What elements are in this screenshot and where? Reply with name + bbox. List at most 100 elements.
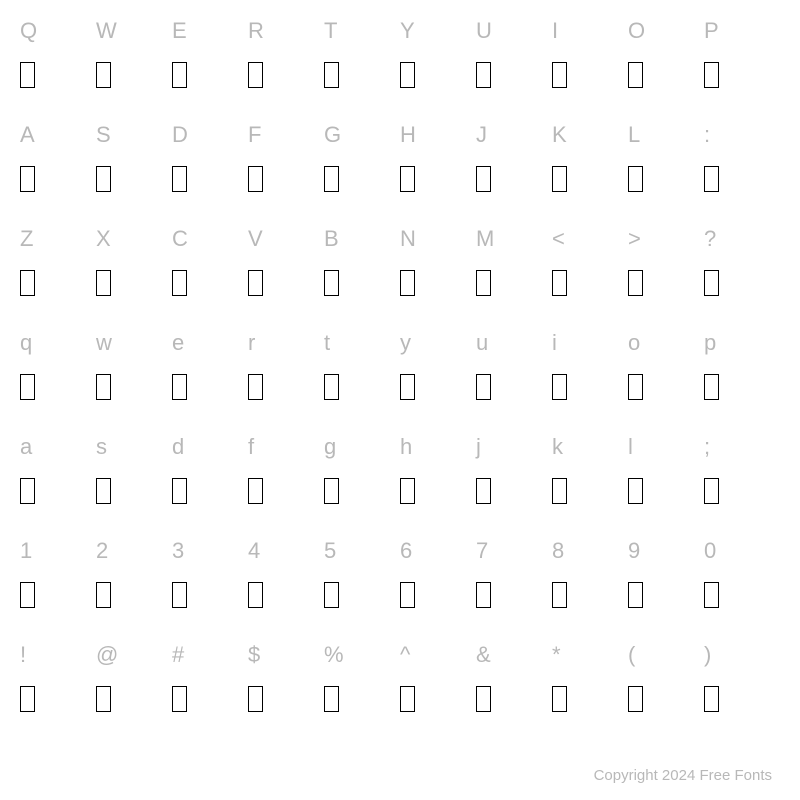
char-cell: r: [248, 330, 324, 424]
glyph-box: [248, 686, 263, 712]
char-cell: U: [476, 18, 552, 112]
glyph-box: [172, 686, 187, 712]
char-label: H: [400, 122, 416, 150]
char-label: e: [172, 330, 184, 358]
glyph-box: [400, 166, 415, 192]
char-label: R: [248, 18, 264, 46]
glyph-box: [476, 374, 491, 400]
glyph-box: [400, 582, 415, 608]
char-cell: i: [552, 330, 628, 424]
glyph-box: [324, 582, 339, 608]
char-cell: H: [400, 122, 476, 216]
char-cell: J: [476, 122, 552, 216]
glyph-box: [20, 686, 35, 712]
glyph-box: [628, 582, 643, 608]
char-label: N: [400, 226, 416, 254]
char-label: T: [324, 18, 337, 46]
glyph-box: [400, 374, 415, 400]
char-label: <: [552, 226, 565, 254]
char-cell: #: [172, 642, 248, 736]
char-label: C: [172, 226, 188, 254]
char-label: X: [96, 226, 111, 254]
char-cell: h: [400, 434, 476, 528]
char-label: f: [248, 434, 254, 462]
char-cell: ^: [400, 642, 476, 736]
char-cell: 3: [172, 538, 248, 632]
char-label: p: [704, 330, 716, 358]
char-cell: P: [704, 18, 780, 112]
glyph-box: [96, 270, 111, 296]
glyph-box: [552, 478, 567, 504]
char-label: 8: [552, 538, 564, 566]
glyph-box: [248, 270, 263, 296]
char-label: ?: [704, 226, 716, 254]
char-cell: G: [324, 122, 400, 216]
char-label: A: [20, 122, 35, 150]
char-label: L: [628, 122, 640, 150]
char-label: D: [172, 122, 188, 150]
char-cell: T: [324, 18, 400, 112]
char-label: Q: [20, 18, 37, 46]
char-label: 9: [628, 538, 640, 566]
char-label: 2: [96, 538, 108, 566]
glyph-box: [476, 478, 491, 504]
char-label: 7: [476, 538, 488, 566]
char-cell: S: [96, 122, 172, 216]
char-cell: X: [96, 226, 172, 320]
glyph-box: [552, 166, 567, 192]
char-cell: t: [324, 330, 400, 424]
char-cell: M: [476, 226, 552, 320]
glyph-box: [172, 374, 187, 400]
char-label: j: [476, 434, 481, 462]
char-cell: w: [96, 330, 172, 424]
char-label: V: [248, 226, 263, 254]
char-cell: L: [628, 122, 704, 216]
char-label: i: [552, 330, 557, 358]
char-row: A S D F G H J K L :: [20, 122, 780, 216]
char-cell: j: [476, 434, 552, 528]
char-cell: 0: [704, 538, 780, 632]
glyph-box: [248, 478, 263, 504]
char-cell: ?: [704, 226, 780, 320]
char-label: !: [20, 642, 26, 670]
char-cell: p: [704, 330, 780, 424]
char-cell: $: [248, 642, 324, 736]
char-cell: 2: [96, 538, 172, 632]
char-cell: a: [20, 434, 96, 528]
glyph-box: [704, 582, 719, 608]
glyph-box: [96, 582, 111, 608]
char-label: G: [324, 122, 341, 150]
char-cell: ;: [704, 434, 780, 528]
glyph-box: [172, 270, 187, 296]
char-cell: l: [628, 434, 704, 528]
glyph-box: [20, 270, 35, 296]
glyph-box: [704, 270, 719, 296]
char-label: *: [552, 642, 561, 670]
glyph-box: [248, 62, 263, 88]
char-label: Y: [400, 18, 415, 46]
char-cell: &: [476, 642, 552, 736]
char-cell: !: [20, 642, 96, 736]
char-label: $: [248, 642, 260, 670]
char-cell: *: [552, 642, 628, 736]
char-cell: F: [248, 122, 324, 216]
glyph-box: [628, 374, 643, 400]
copyright-text: Copyright 2024 Free Fonts: [594, 767, 772, 784]
char-label: J: [476, 122, 487, 150]
char-label: y: [400, 330, 411, 358]
char-label: d: [172, 434, 184, 462]
glyph-box: [172, 166, 187, 192]
char-label: :: [704, 122, 710, 150]
char-cell: 4: [248, 538, 324, 632]
char-label: ^: [400, 642, 410, 670]
glyph-box: [324, 166, 339, 192]
glyph-box: [248, 582, 263, 608]
char-cell: E: [172, 18, 248, 112]
glyph-box: [96, 478, 111, 504]
char-cell: (: [628, 642, 704, 736]
char-cell: s: [96, 434, 172, 528]
char-row: Z X C V B N M < > ?: [20, 226, 780, 320]
char-label: K: [552, 122, 567, 150]
glyph-box: [552, 374, 567, 400]
glyph-box: [172, 582, 187, 608]
